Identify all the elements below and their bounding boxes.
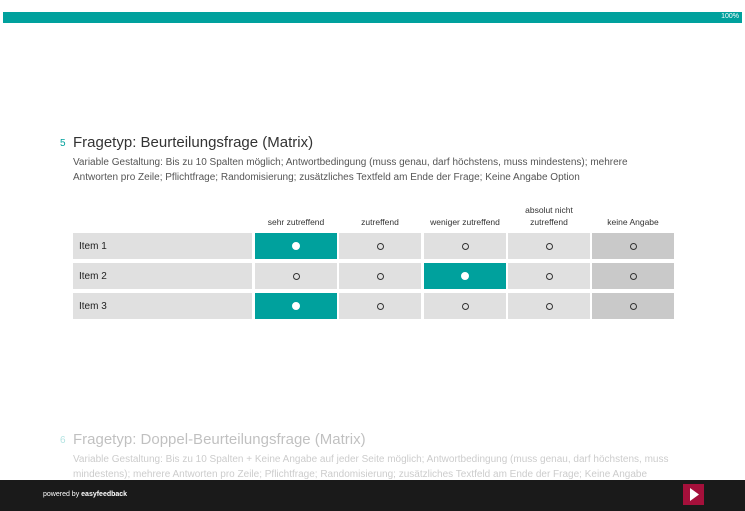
radio[interactable] — [461, 242, 469, 250]
answer-cell[interactable] — [255, 293, 337, 319]
radio[interactable] — [376, 302, 384, 310]
answer-cell[interactable] — [339, 263, 421, 289]
radio[interactable] — [292, 272, 300, 280]
row-label: Item 2 — [73, 263, 252, 289]
answer-cell[interactable] — [592, 233, 674, 259]
answer-cell[interactable] — [508, 293, 590, 319]
radio[interactable] — [461, 302, 469, 310]
answer-cell[interactable] — [339, 233, 421, 259]
answer-cell[interactable] — [424, 233, 506, 259]
column-header: absolut nicht zutreffend — [525, 205, 573, 227]
column-header: zutreffend — [361, 217, 399, 227]
question-title: Fragetyp: Beurteilungsfrage (Matrix) — [73, 134, 314, 151]
column-header: sehr zutreffend — [267, 217, 325, 227]
answer-cell[interactable] — [508, 263, 590, 289]
question-number: 5 — [60, 138, 66, 149]
radio[interactable] — [376, 272, 384, 280]
footer — [0, 480, 745, 511]
answer-cell[interactable] — [339, 293, 421, 319]
answer-cell[interactable] — [424, 293, 506, 319]
progress-bar — [3, 12, 742, 23]
brand: easyfeedback — [81, 491, 128, 498]
question-description: Variable Gestaltung: Bis zu 10 Spalten m… — [73, 157, 628, 183]
powered-by: powered by easyfeedback — [43, 491, 127, 498]
radio[interactable] — [461, 272, 469, 280]
progress-label: 100% — [721, 13, 739, 20]
next-icon — [690, 488, 699, 501]
radio[interactable] — [376, 242, 384, 250]
radio[interactable] — [292, 242, 300, 250]
row-label: Item 1 — [73, 233, 252, 259]
column-header: weniger zutreffend — [430, 217, 500, 227]
answer-cell[interactable] — [255, 233, 337, 259]
radio[interactable] — [629, 272, 637, 280]
answer-cell[interactable] — [255, 263, 337, 289]
question-title: Fragetyp: Doppel-Beurteilungsfrage (Matr… — [73, 431, 366, 448]
answer-cell[interactable] — [424, 263, 506, 289]
row-label: Item 3 — [73, 293, 252, 319]
question-number: 6 — [60, 435, 66, 446]
powered-text: powered by — [43, 491, 80, 498]
radio[interactable] — [545, 302, 553, 310]
radio[interactable] — [629, 242, 637, 250]
radio[interactable] — [545, 242, 553, 250]
radio[interactable] — [545, 272, 553, 280]
radio[interactable] — [629, 302, 637, 310]
radio[interactable] — [292, 302, 300, 310]
next-button[interactable] — [683, 484, 704, 505]
answer-cell[interactable] — [592, 263, 674, 289]
answer-cell[interactable] — [592, 293, 674, 319]
column-header: keine Angabe — [607, 217, 659, 227]
answer-cell[interactable] — [508, 233, 590, 259]
